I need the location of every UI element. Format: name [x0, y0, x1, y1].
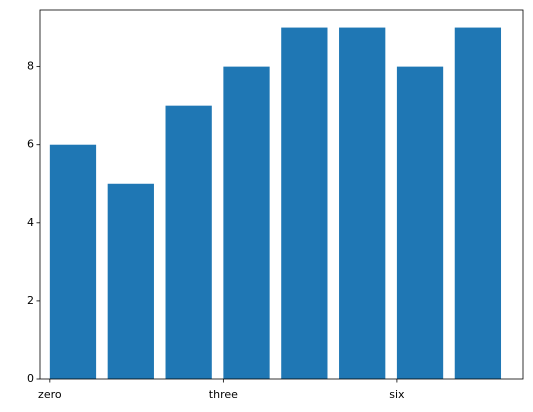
x-tick-label: zero — [38, 388, 62, 401]
y-tick-label: 8 — [27, 60, 34, 73]
x-tick-label: six — [389, 388, 405, 401]
y-tick-label: 2 — [27, 294, 34, 307]
bar — [339, 27, 386, 379]
y-tick-label: 0 — [27, 372, 34, 385]
y-tick-label: 4 — [27, 216, 34, 229]
axes-frame — [39, 9, 524, 380]
y-tick-label: 6 — [27, 138, 34, 151]
bar — [107, 183, 154, 379]
bar — [223, 66, 270, 379]
bar — [165, 105, 212, 380]
bar — [281, 27, 328, 379]
bar — [454, 27, 502, 379]
x-tick-label: three — [209, 388, 238, 401]
bar — [396, 66, 444, 379]
bar — [49, 144, 97, 379]
